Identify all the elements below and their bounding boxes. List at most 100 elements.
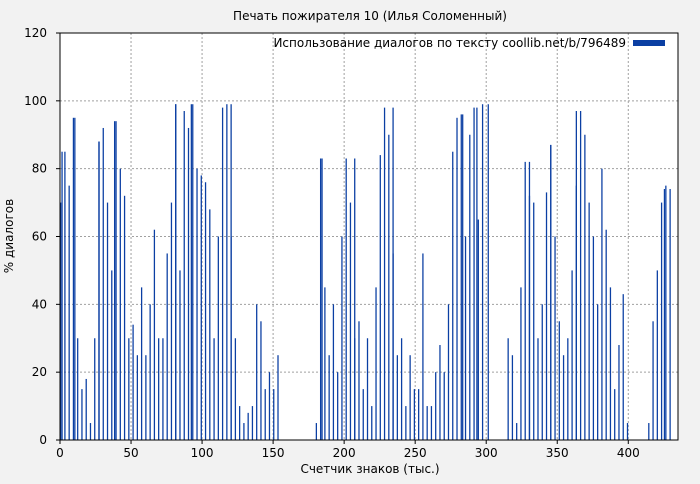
bar [72,117,75,441]
bar [277,355,279,440]
x-tick-label: 150 [262,446,285,460]
bar [341,236,343,440]
bar [669,189,671,440]
bar [349,202,352,440]
bar [123,195,126,440]
bar [456,117,458,441]
legend-label: Использование диалогов по тексту coollib… [273,36,626,50]
bar [388,134,390,440]
y-axis-label: % диалогов [2,199,16,273]
bar [337,372,339,440]
y-tick-label: 0 [39,433,47,447]
bar [332,304,335,440]
bar [166,253,168,440]
bar [622,294,624,440]
bar [170,202,173,440]
bar [409,355,411,440]
y-tick-label: 60 [32,230,47,244]
bar [81,389,83,440]
bar-peak [462,114,464,441]
bar [256,304,258,440]
bar [179,270,181,440]
bar [60,202,62,440]
bar [319,158,322,440]
bar [422,253,424,440]
bar [652,321,654,440]
bar [537,338,539,440]
y-tick-label: 120 [24,26,47,40]
bar [328,355,330,440]
bar-peak [550,144,552,441]
bar [362,389,364,440]
bar [656,270,658,440]
bar [562,355,565,440]
bar [213,338,215,440]
bar [268,372,271,440]
bar-peak [113,121,116,440]
bar-peak [230,104,232,440]
bar [187,127,190,440]
bar-peak [476,107,478,440]
bar-peak [98,141,100,441]
bar [243,423,245,440]
bar-peak [487,104,489,440]
y-tick-label: 80 [32,162,47,176]
bar [588,202,590,440]
bar [400,338,403,440]
bar [158,338,160,440]
legend-swatch [633,40,665,46]
bar [473,107,475,440]
bar [605,229,607,440]
bar [660,202,663,440]
bar [345,158,347,440]
bar [136,355,138,440]
bar [524,161,526,440]
y-tick-label: 20 [32,365,47,379]
bar [452,151,454,441]
bar [251,406,254,440]
bar [324,287,326,440]
y-tick-label: 100 [24,94,47,108]
bar [115,121,117,440]
bar [379,155,381,440]
bar [481,104,484,440]
bar [541,304,543,440]
bar [609,287,612,440]
bar [511,355,514,440]
bar [221,107,224,440]
bar [507,338,509,440]
bar [648,423,650,440]
bar-peak [392,107,394,440]
bar [217,236,219,440]
chart-title: Печать пожирателя 10 (Илья Соломенный) [233,9,507,23]
bar [426,406,428,440]
y-tick-label: 40 [32,297,47,311]
bar [579,111,582,440]
bar [584,134,586,440]
bar [614,389,616,440]
bar [132,324,134,440]
bar [520,287,522,440]
bar [94,338,96,440]
bar [260,321,262,440]
bar [430,406,433,440]
bar [200,175,202,440]
bar [64,151,66,441]
bar [571,270,573,440]
bar [516,423,518,440]
bar [183,111,185,440]
bar [567,338,569,440]
bar [601,168,603,440]
bar-peak [74,117,76,441]
bar [102,127,104,440]
bar [264,389,266,440]
bar [464,236,467,440]
bar-peak [575,111,577,440]
x-tick-label: 250 [404,446,427,460]
bar [626,423,629,440]
x-tick-label: 400 [617,446,640,460]
bar-peak [190,104,192,440]
bar [89,423,92,440]
bar-peak [321,158,323,440]
bar [665,185,667,440]
